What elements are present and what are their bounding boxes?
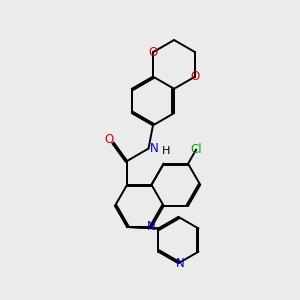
Text: N: N [176, 257, 184, 270]
Text: O: O [148, 46, 158, 59]
Text: O: O [105, 133, 114, 146]
Text: Cl: Cl [190, 143, 202, 156]
Text: H: H [162, 146, 170, 156]
Text: N: N [149, 142, 158, 155]
Text: N: N [147, 220, 156, 233]
Text: O: O [190, 70, 200, 83]
